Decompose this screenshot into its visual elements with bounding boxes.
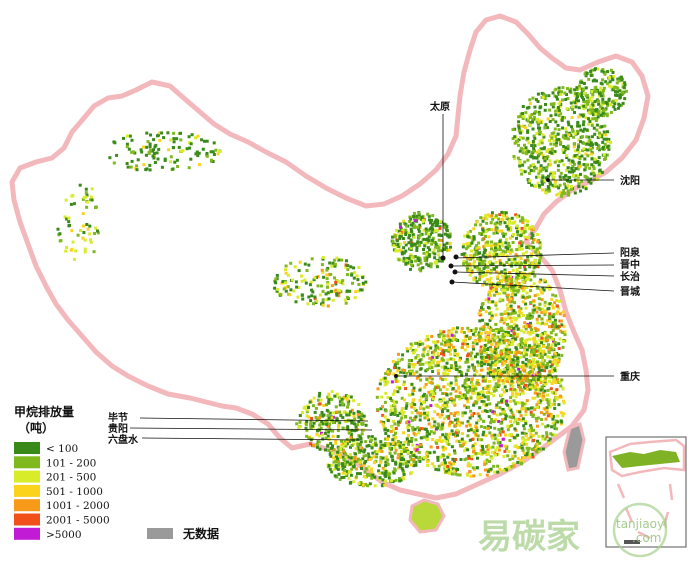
label-chongqing: 重庆 xyxy=(620,370,640,383)
legend-label-nodata: 无数据 xyxy=(182,526,219,541)
label-guiyang: 贵阳 xyxy=(108,422,128,435)
label-jincheng: 晋城 xyxy=(620,285,640,298)
taiwan-island xyxy=(562,421,586,472)
label-shenyang: 沈阳 xyxy=(620,174,640,187)
legend-swatch-1 xyxy=(14,456,40,469)
legend-label-6: >5000 xyxy=(46,529,82,541)
label-yangquan: 阳泉 xyxy=(620,246,641,259)
hainan-island xyxy=(408,498,446,534)
legend-items: < 100 101 - 200 201 - 500 501 - 1000 1001 - … xyxy=(14,442,110,541)
legend-swatch-6 xyxy=(14,527,40,540)
watermark: 易碳家 tanjiaoyi .com xyxy=(478,502,667,558)
emission-dots xyxy=(56,67,628,488)
leader-lines xyxy=(129,114,615,441)
legend-label-0: < 100 xyxy=(46,443,78,455)
label-jinzhong: 晋中 xyxy=(620,258,640,271)
legend: 甲烷排放量 （吨） < 100 101 - 200 201 - 500 501 - 1… xyxy=(14,404,219,541)
label-liupanshui: 六盘水 xyxy=(108,433,139,446)
label-taiyuan: 太原 xyxy=(429,100,450,113)
label-changzhi: 长治 xyxy=(620,270,640,283)
legend-swatch-5 xyxy=(14,513,40,526)
legend-swatch-4 xyxy=(14,499,40,512)
legend-title: 甲烷排放量 xyxy=(14,404,74,419)
legend-label-4: 1001 - 2000 xyxy=(46,500,110,512)
watermark-latin-top: tanjiaoyi xyxy=(616,517,667,531)
legend-label-1: 101 - 200 xyxy=(46,457,96,469)
legend-label-3: 501 - 1000 xyxy=(46,486,103,498)
legend-swatch-nodata xyxy=(147,528,173,539)
legend-swatch-3 xyxy=(14,484,40,497)
legend-label-2: 201 - 500 xyxy=(46,472,96,484)
legend-swatch-0 xyxy=(14,442,40,454)
watermark-chinese: 易碳家 xyxy=(478,517,580,557)
legend-swatch-2 xyxy=(14,470,40,483)
south-china-sea-inset xyxy=(605,436,687,548)
watermark-latin-bottom: .com xyxy=(632,531,661,545)
legend-unit: （吨） xyxy=(18,420,54,435)
city-markers xyxy=(394,178,550,378)
legend-label-5: 2001 - 5000 xyxy=(46,515,110,527)
label-bijie: 毕节 xyxy=(108,411,128,424)
